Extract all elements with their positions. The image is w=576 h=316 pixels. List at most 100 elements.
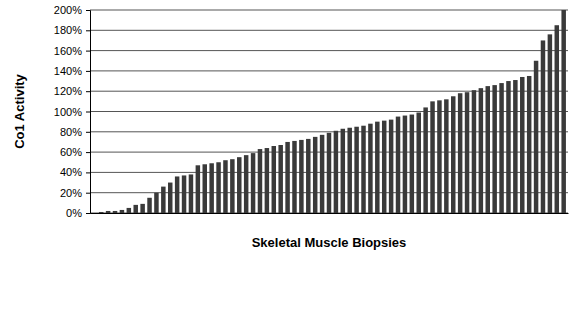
bar [465, 92, 469, 213]
y-tick-label: 140% [54, 65, 82, 77]
y-tick: 20% [60, 187, 90, 199]
y-tick-label: 160% [54, 45, 82, 57]
bar [341, 129, 345, 213]
y-tick-label: 60% [60, 146, 82, 158]
y-tick: 160% [54, 45, 90, 57]
bar [499, 83, 503, 213]
bar [113, 211, 117, 213]
bar [361, 126, 365, 213]
bar [278, 145, 282, 213]
y-tick-mark [86, 172, 90, 173]
bar [168, 183, 172, 213]
y-tick-label: 120% [54, 85, 82, 97]
bar [175, 176, 179, 213]
y-tick-label: 20% [60, 187, 82, 199]
bar [334, 131, 338, 213]
bar [216, 162, 220, 213]
y-tick: 200% [54, 4, 90, 16]
y-axis-line [86, 11, 91, 214]
bar [258, 149, 262, 213]
bar [299, 140, 303, 213]
chart: 0% 20% 40% 60% 80% 100% 120% 140% 160% 180% 200% Sk… [0, 0, 576, 316]
x-axis-title: Skeletal Muscle Biopsies [252, 235, 407, 250]
y-tick: 180% [54, 24, 90, 36]
bar [154, 193, 158, 213]
bar [347, 128, 351, 213]
plot: 0% 20% 40% 60% 80% 100% 120% 140% 160% 180% 200% [54, 4, 569, 219]
bar [285, 142, 289, 213]
bar [430, 101, 434, 213]
y-tick-mark [86, 71, 90, 72]
y-tick-label: 100% [54, 106, 82, 118]
y-tick: 80% [60, 126, 90, 138]
bar [140, 204, 144, 213]
y-tick: 0% [66, 207, 90, 219]
bar [416, 113, 420, 213]
grid-line [90, 10, 568, 11]
bar [223, 160, 227, 213]
bar [209, 163, 213, 213]
x-axis [91, 213, 569, 215]
bar [451, 96, 455, 213]
bar [292, 141, 296, 213]
bar [548, 34, 552, 213]
y-tick-mark [86, 91, 90, 92]
bar [375, 122, 379, 213]
bar [189, 174, 193, 213]
bar [534, 61, 538, 213]
bar [120, 210, 124, 213]
bar [106, 211, 110, 213]
y-tick-label: 180% [54, 24, 82, 36]
bar [92, 213, 96, 214]
bar [444, 99, 448, 213]
bar [327, 133, 331, 213]
bar [203, 164, 207, 213]
bar [230, 159, 234, 213]
bar [492, 85, 496, 213]
bar [354, 127, 358, 213]
bar [320, 135, 324, 213]
bar [389, 120, 393, 213]
y-tick-mark [86, 10, 90, 11]
bar [182, 175, 186, 213]
bar [555, 25, 559, 213]
y-tick-mark [86, 213, 90, 214]
bar [147, 198, 151, 213]
grid-line [90, 70, 568, 71]
bar [306, 139, 310, 213]
y-axis-title: Co1 Activity [12, 73, 27, 148]
bar [127, 208, 131, 213]
y-tick: 120% [54, 85, 90, 97]
grid-line [90, 50, 568, 51]
grid [90, 10, 568, 213]
grid-line [90, 30, 568, 31]
y-axis: 0% 20% 40% 60% 80% 100% 120% 140% 160% 180% 200% [54, 4, 91, 219]
bar [196, 165, 200, 213]
y-tick-mark [86, 152, 90, 153]
y-tick-mark [86, 112, 90, 113]
y-tick: 40% [60, 166, 90, 178]
y-tick: 60% [60, 146, 90, 158]
x-axis-line [91, 213, 569, 214]
bar [527, 76, 531, 213]
bar [541, 40, 545, 213]
y-tick-label: 80% [60, 126, 82, 138]
bar [513, 80, 517, 213]
bars [99, 10, 566, 213]
bar [313, 137, 317, 213]
y-tick-mark [86, 132, 90, 133]
y-tick-label: 0% [66, 207, 82, 219]
bar [506, 81, 510, 213]
y-tick-mark [86, 51, 90, 52]
y-tick: 100% [54, 106, 90, 118]
bar [99, 212, 103, 213]
bar [479, 88, 483, 213]
bar [272, 146, 276, 213]
bar [458, 93, 462, 213]
bar [265, 148, 269, 213]
y-tick-label: 40% [60, 166, 82, 178]
bar [486, 86, 490, 213]
bar [161, 187, 165, 213]
bar [561, 10, 565, 213]
bar [520, 77, 524, 213]
